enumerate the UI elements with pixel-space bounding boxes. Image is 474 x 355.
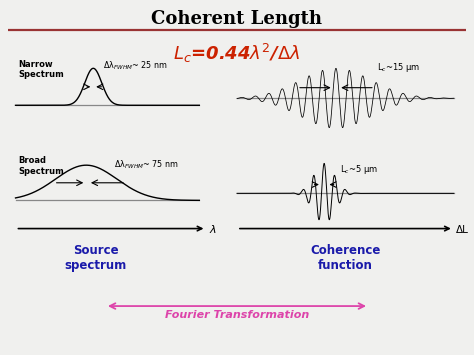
Text: Source
spectrum: Source spectrum bbox=[64, 245, 127, 272]
Text: Broad
Spectrum: Broad Spectrum bbox=[18, 156, 64, 176]
Text: Δλ$_{FWHM}$~ 75 nm: Δλ$_{FWHM}$~ 75 nm bbox=[115, 158, 179, 171]
Text: Coherence
function: Coherence function bbox=[310, 245, 381, 272]
Text: L$_c$~15 μm: L$_c$~15 μm bbox=[377, 61, 420, 74]
Text: Δλ$_{FWHM}$~ 25 nm: Δλ$_{FWHM}$~ 25 nm bbox=[103, 60, 167, 72]
Text: L$_c$~5 μm: L$_c$~5 μm bbox=[340, 163, 378, 176]
Text: Fourier Transformation: Fourier Transformation bbox=[165, 310, 309, 320]
Text: λ: λ bbox=[210, 225, 216, 235]
Text: Narrow
Spectrum: Narrow Spectrum bbox=[18, 60, 64, 79]
Text: ΔL: ΔL bbox=[456, 225, 469, 235]
Text: $\mathit{L_c}$=0.44$\lambda^2$/$\Delta\lambda$: $\mathit{L_c}$=0.44$\lambda^2$/$\Delta\l… bbox=[173, 42, 301, 65]
Text: Coherent Length: Coherent Length bbox=[152, 10, 322, 28]
